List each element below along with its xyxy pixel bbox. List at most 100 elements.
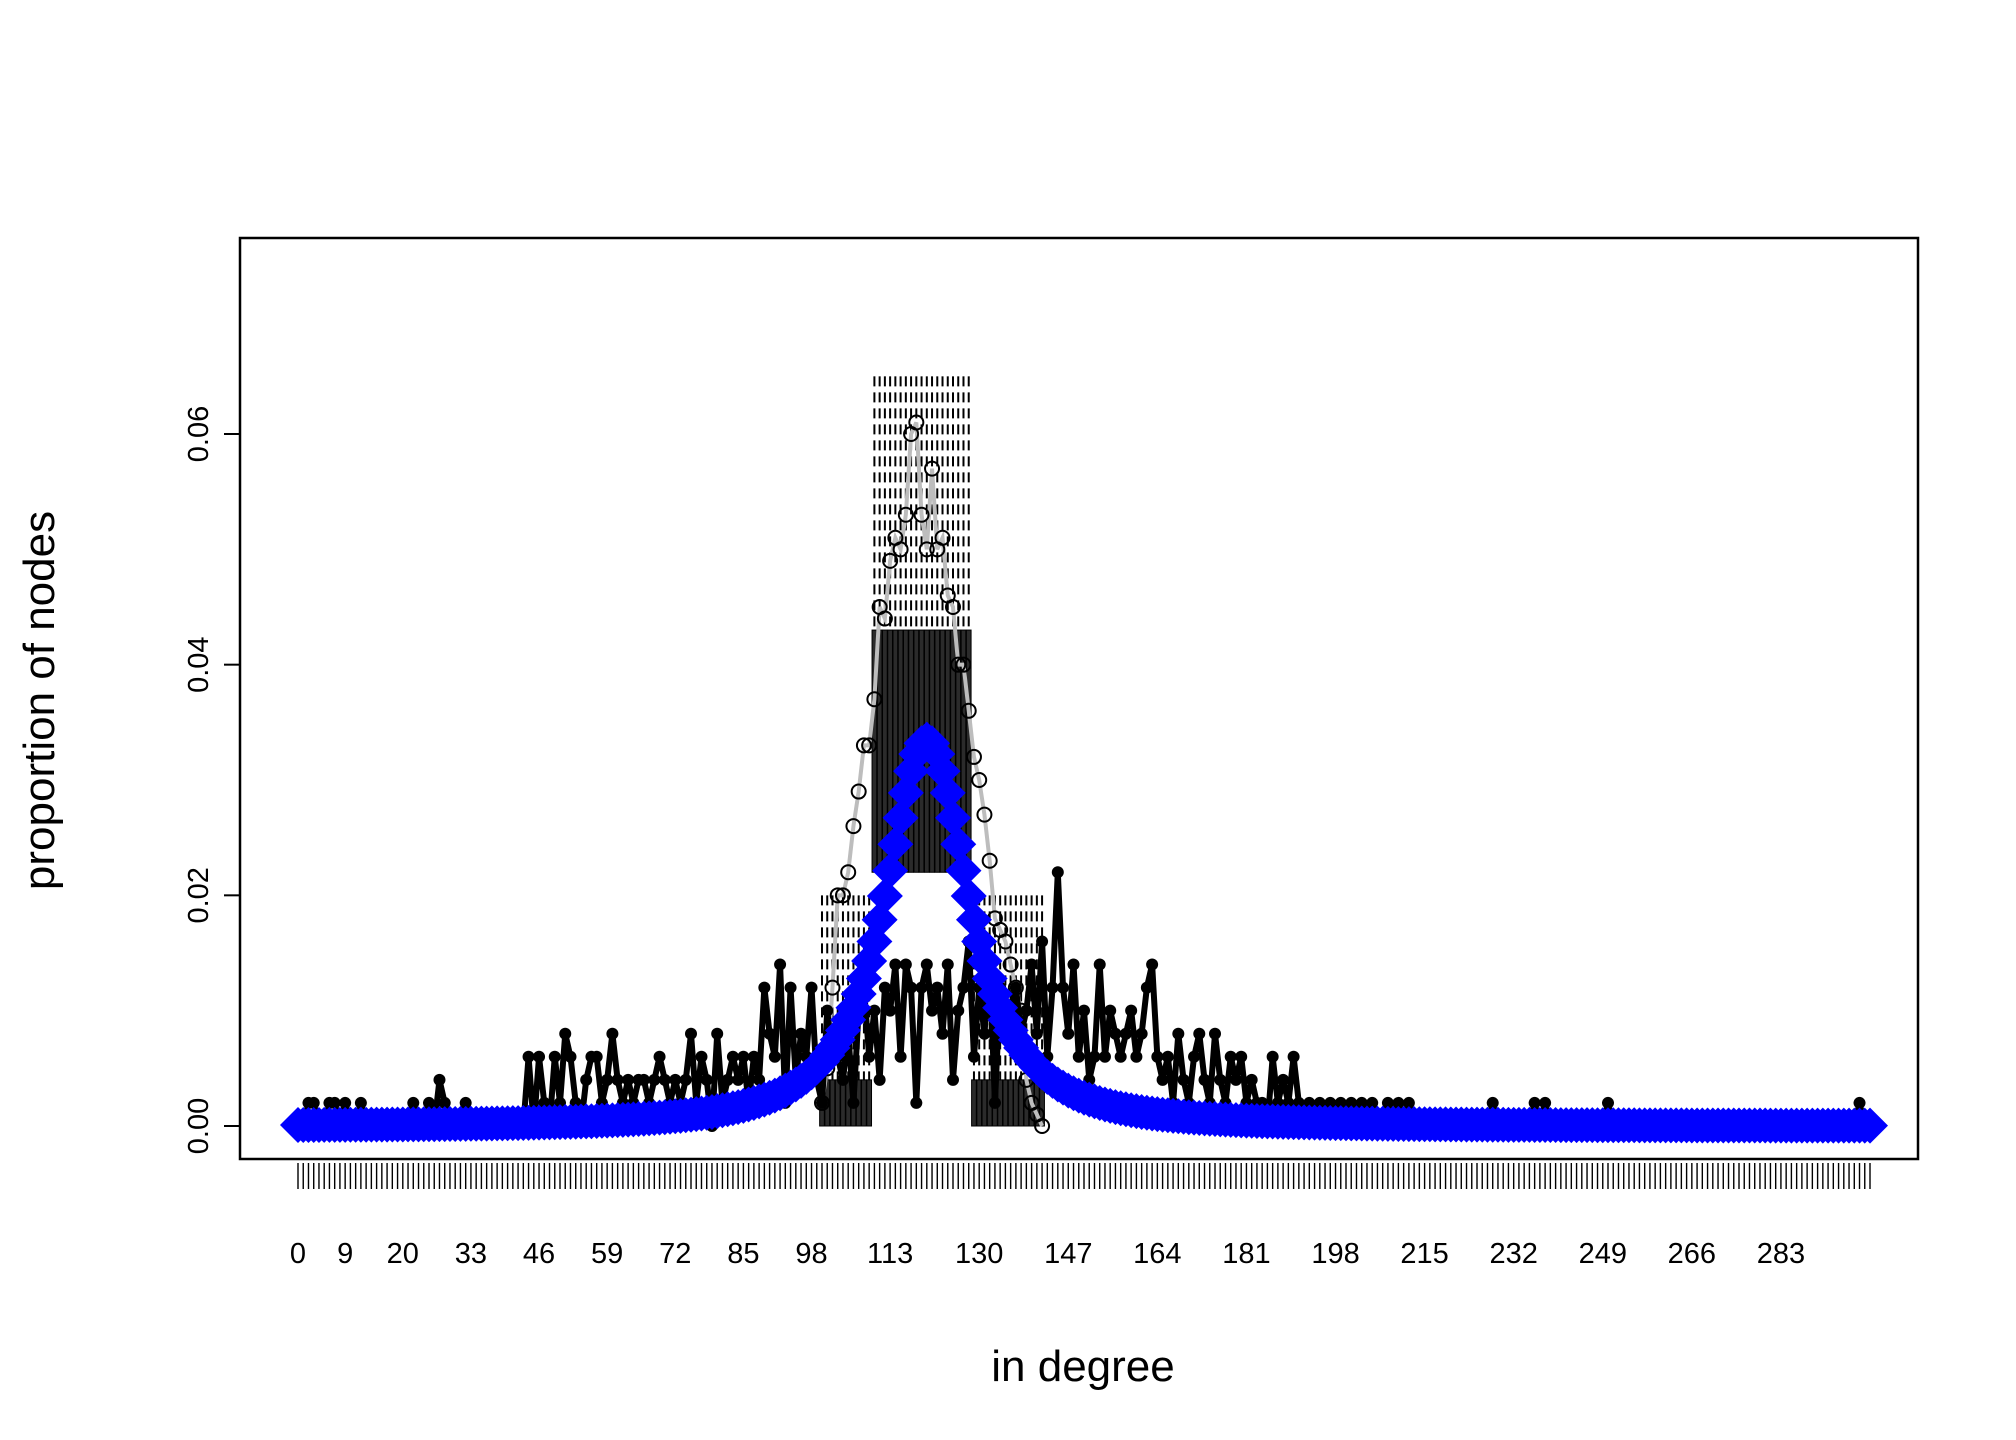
observed-point — [768, 1050, 781, 1063]
expected-point — [861, 901, 898, 938]
observed-point — [816, 1096, 828, 1109]
simulated-point — [945, 599, 961, 615]
simulated-point — [861, 737, 878, 754]
simulated-point — [1034, 1118, 1051, 1134]
simulated-point — [829, 887, 846, 904]
observed-point — [653, 1050, 666, 1063]
observed-point — [648, 1073, 661, 1086]
x-tick-label: 164 — [1133, 1238, 1181, 1270]
expected-point — [935, 799, 971, 836]
simulated-point — [845, 818, 862, 835]
observed-point — [726, 1050, 739, 1063]
observed-point — [1072, 1050, 1085, 1063]
simulated-point — [971, 772, 988, 788]
observed-point — [1146, 958, 1159, 971]
observed-point — [307, 1096, 320, 1109]
x-tick-label: 266 — [1668, 1238, 1716, 1270]
observed-point — [1046, 981, 1059, 994]
expected-point — [882, 799, 919, 836]
observed-point — [1303, 1096, 1316, 1109]
observed-point — [1130, 1050, 1143, 1063]
expected-point — [872, 852, 909, 889]
observed-point — [784, 981, 797, 994]
x-tick-label: 85 — [727, 1238, 759, 1270]
simulated-point — [965, 748, 982, 765]
observed-point — [1539, 1096, 1552, 1109]
observed-point — [459, 1096, 472, 1109]
x-tick-label: 59 — [591, 1238, 623, 1270]
sim-box — [971, 1079, 977, 1127]
plot-area — [280, 376, 1888, 1144]
sim-box — [829, 1079, 836, 1127]
observed-point — [1161, 1050, 1174, 1063]
observed-point — [407, 1096, 420, 1109]
observed-point — [737, 1050, 750, 1063]
x-tick-label: 181 — [1222, 1238, 1270, 1270]
observed-point — [936, 1027, 949, 1040]
observed-point — [1277, 1073, 1290, 1086]
y-tick-label: 0.06 — [183, 406, 215, 462]
sim-box — [866, 1079, 873, 1127]
observed-point — [774, 958, 787, 971]
x-tick-label: 130 — [955, 1238, 1003, 1270]
observed-point — [1030, 1027, 1043, 1040]
observed-point — [1177, 1073, 1190, 1086]
observed-point — [1114, 1050, 1127, 1063]
observed-point — [805, 981, 818, 994]
observed-point — [1366, 1096, 1379, 1109]
plot-frame — [238, 236, 1920, 1161]
simulated-point — [824, 979, 841, 996]
observed-point — [1125, 1004, 1138, 1017]
observed-point — [564, 1050, 577, 1063]
observed-point — [1193, 1027, 1206, 1040]
observed-point — [915, 981, 928, 994]
observed-point — [1528, 1096, 1541, 1109]
x-tick-label: 113 — [867, 1238, 913, 1270]
observed-point — [1266, 1050, 1279, 1063]
observed-point — [884, 1004, 897, 1017]
x-tick-label: 72 — [659, 1238, 691, 1270]
simulated-point — [840, 864, 857, 881]
expected-point — [950, 878, 987, 915]
observed-point — [1151, 1050, 1164, 1063]
simulated-point — [834, 887, 851, 904]
observed-point — [554, 1096, 566, 1109]
observed-point — [732, 1073, 745, 1086]
observed-point — [967, 1050, 980, 1063]
observed-point — [1067, 958, 1080, 971]
expected-point — [945, 852, 982, 889]
simulated-point — [950, 656, 967, 673]
observed-point — [847, 1096, 860, 1109]
observed-point — [1313, 1096, 1326, 1109]
sim-box — [834, 1079, 841, 1127]
observed-point — [533, 1050, 546, 1063]
observed-point — [559, 1027, 572, 1040]
observed-point — [931, 981, 944, 994]
observed-point — [1287, 1050, 1300, 1063]
observed-point — [658, 1073, 671, 1086]
observed-point — [433, 1073, 446, 1086]
observed-point — [1172, 1027, 1185, 1040]
expected-line — [297, 735, 1871, 1129]
observed-point — [1245, 1073, 1258, 1086]
simulated-point — [918, 541, 935, 558]
observed-point — [1104, 1004, 1117, 1017]
observed-point — [957, 981, 970, 994]
observed-point — [747, 1050, 760, 1063]
observed-point — [952, 1004, 965, 1017]
x-axis-title: in degree — [991, 1342, 1174, 1391]
observed-point — [889, 958, 902, 971]
simulated-point — [955, 656, 972, 673]
x-tick-label: 33 — [455, 1238, 487, 1270]
observed-point — [438, 1096, 451, 1109]
observed-point — [1224, 1050, 1237, 1063]
observed-point — [863, 1050, 876, 1063]
sim-box — [1007, 1079, 1014, 1127]
observed-point — [622, 1073, 635, 1086]
observed-point — [873, 1073, 886, 1086]
observed-point — [1078, 1004, 1090, 1017]
expected-point — [929, 774, 966, 811]
observed-point — [1355, 1096, 1368, 1109]
observed-point — [1088, 1050, 1101, 1063]
